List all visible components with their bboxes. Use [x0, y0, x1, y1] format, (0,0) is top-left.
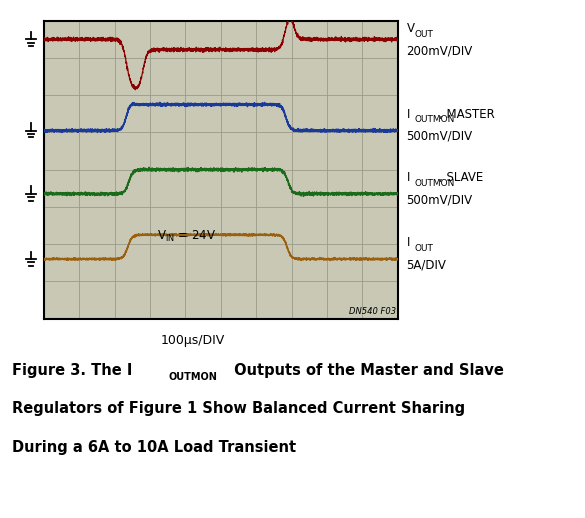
Text: 500mV/DIV: 500mV/DIV — [407, 193, 473, 206]
Text: OUTMON: OUTMON — [415, 115, 455, 124]
Text: Figure 3. The I: Figure 3. The I — [12, 363, 132, 378]
Text: $\mathregular{V_{IN}}$ = 24V: $\mathregular{V_{IN}}$ = 24V — [157, 229, 216, 244]
Text: 500mV/DIV: 500mV/DIV — [407, 130, 473, 143]
Text: I: I — [407, 236, 410, 249]
Text: Regulators of Figure 1 Show Balanced Current Sharing: Regulators of Figure 1 Show Balanced Cur… — [12, 401, 465, 416]
Text: , SLAVE: , SLAVE — [439, 171, 484, 184]
Text: , MASTER: , MASTER — [439, 108, 495, 121]
Text: DN540 F03: DN540 F03 — [349, 307, 396, 315]
Text: 200mV/DIV: 200mV/DIV — [407, 45, 473, 57]
Text: I: I — [407, 108, 410, 121]
Text: 100μs/DIV: 100μs/DIV — [160, 334, 225, 347]
Text: Outputs of the Master and Slave: Outputs of the Master and Slave — [229, 363, 504, 378]
Text: OUT: OUT — [415, 30, 433, 39]
Text: V: V — [407, 22, 415, 35]
Text: OUTMON: OUTMON — [168, 372, 218, 382]
Text: OUTMON: OUTMON — [415, 179, 455, 188]
Text: During a 6A to 10A Load Transient: During a 6A to 10A Load Transient — [12, 440, 296, 455]
Text: 5A/DIV: 5A/DIV — [407, 258, 446, 271]
Text: I: I — [407, 171, 410, 184]
Text: OUT: OUT — [415, 243, 433, 253]
